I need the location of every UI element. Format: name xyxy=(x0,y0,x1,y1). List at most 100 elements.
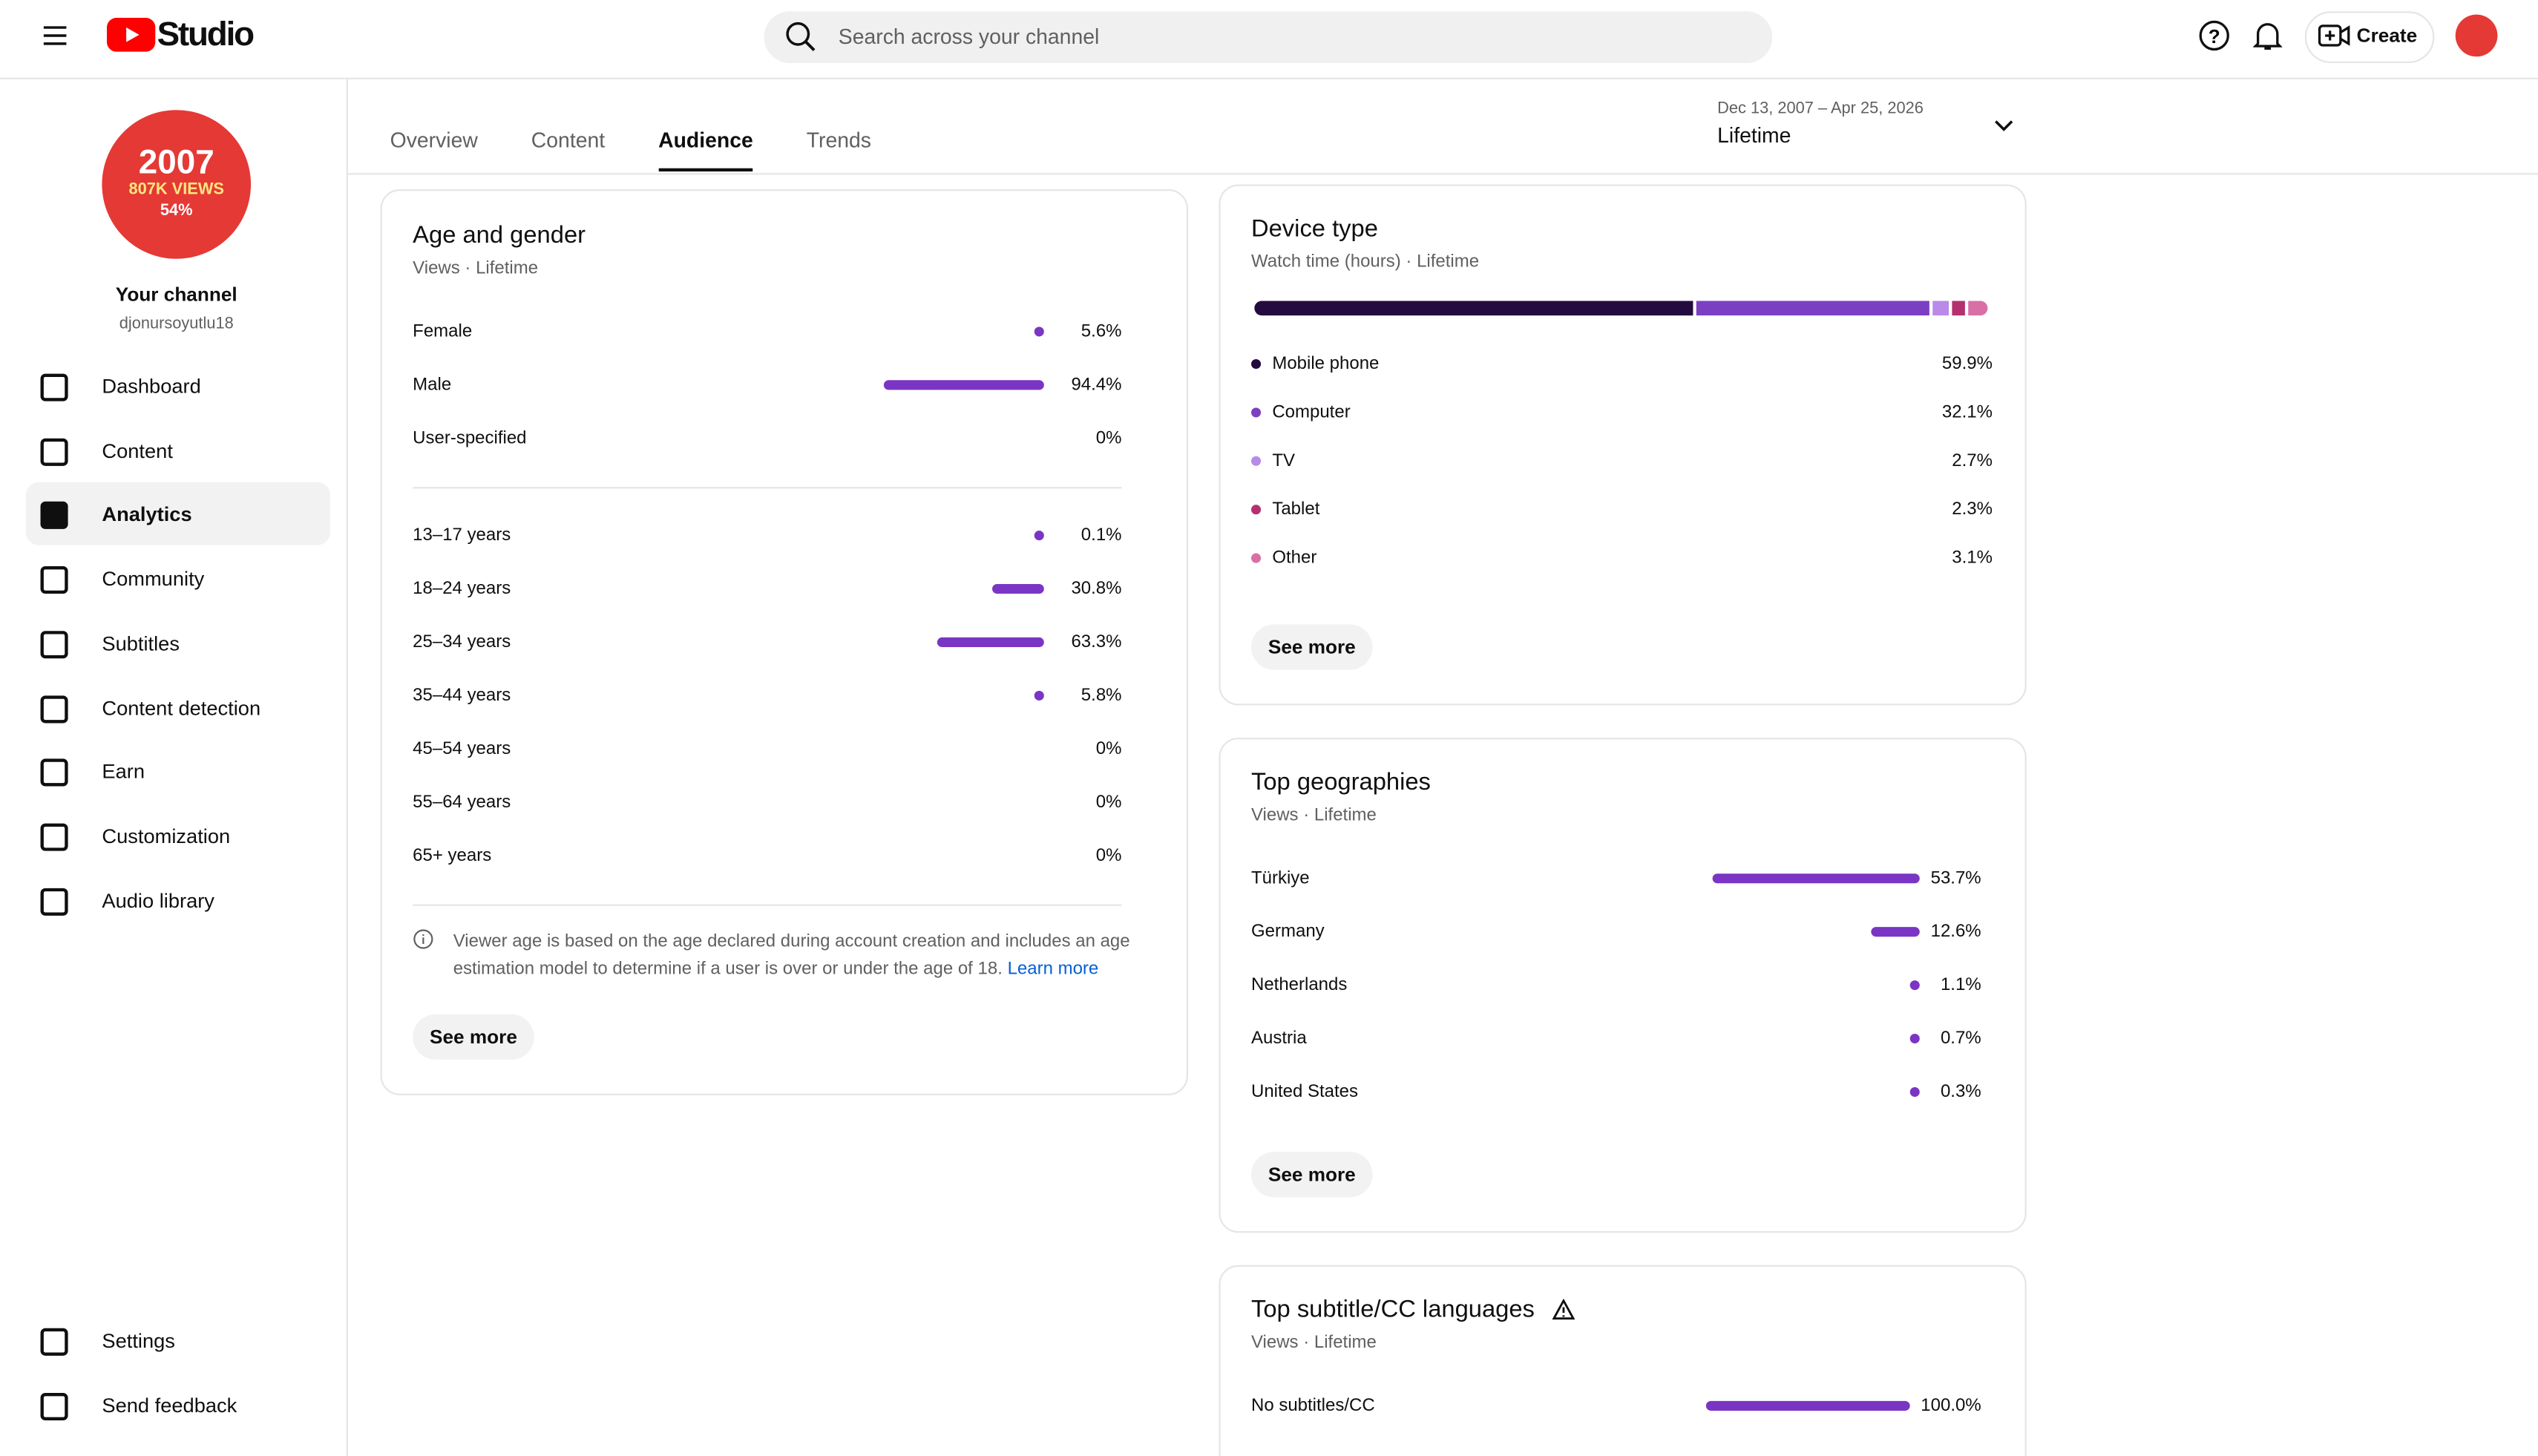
row-label: Female xyxy=(413,321,473,341)
card-title: Top subtitle/CC languages xyxy=(1250,1296,1535,1324)
see-more-button[interactable]: See more xyxy=(413,1014,534,1060)
channel-avatar[interactable]: 2007 807K VIEWS 54% xyxy=(102,110,252,259)
nav-item[interactable]: Analytics xyxy=(102,503,192,527)
nav-icon xyxy=(40,758,68,787)
row-value: 100.0% xyxy=(1921,1396,1981,1416)
row-label: User-specified xyxy=(413,428,527,448)
row-label: No subtitles/CC xyxy=(1250,1396,1375,1416)
row-label: 13–17 years xyxy=(413,525,511,545)
row-label: 25–34 years xyxy=(413,632,511,652)
app-name: Studio xyxy=(157,16,255,53)
create-label: Create xyxy=(2356,24,2418,47)
tab[interactable]: Overview xyxy=(390,128,478,152)
row-value: 1.1% xyxy=(1940,975,1981,995)
legend-dot xyxy=(1250,358,1262,370)
legend-value: 2.7% xyxy=(1952,451,1993,471)
bar-dot xyxy=(1909,1034,1920,1044)
channel-handle: djonursoyutlu18 xyxy=(119,315,234,334)
device-segment xyxy=(1254,301,1693,316)
tab[interactable]: Content xyxy=(531,128,606,152)
menu-button[interactable] xyxy=(42,23,68,49)
account-avatar[interactable] xyxy=(2455,14,2498,57)
bar-dot xyxy=(1909,980,1920,991)
age-gender-card xyxy=(380,189,1188,1095)
info-icon xyxy=(413,929,433,949)
nav-item[interactable]: Subtitles xyxy=(102,632,180,655)
nav-item[interactable]: Send feedback xyxy=(102,1394,237,1417)
row-label: 45–54 years xyxy=(413,739,511,759)
legend-value: 2.3% xyxy=(1952,499,1993,519)
row-value: 0.7% xyxy=(1940,1029,1981,1049)
bar xyxy=(1705,1400,1910,1411)
help-button[interactable]: ? xyxy=(2198,19,2231,52)
bar-dot xyxy=(1034,327,1044,337)
tab[interactable]: Trends xyxy=(806,128,871,152)
nav-item[interactable]: Community xyxy=(102,568,205,591)
nav-item[interactable]: Content detection xyxy=(102,696,261,720)
search-box[interactable] xyxy=(764,11,1773,64)
row-value: 94.4% xyxy=(1071,375,1122,395)
date-dropdown[interactable] xyxy=(1993,117,2016,136)
row-value: 63.3% xyxy=(1071,632,1122,652)
sidebar-border xyxy=(346,79,348,1456)
see-more-button[interactable]: See more xyxy=(1250,1152,1373,1198)
nav-icon xyxy=(40,1392,68,1421)
notifications-button[interactable] xyxy=(2253,19,2283,52)
row-label: 35–44 years xyxy=(413,686,511,706)
nav-item[interactable]: Earn xyxy=(102,761,145,784)
nav-active-bg xyxy=(25,482,330,546)
channel-name: Your channel xyxy=(115,283,237,306)
legend-value: 59.9% xyxy=(1941,354,1993,374)
legend-label: Mobile phone xyxy=(1272,354,1380,374)
create-icon xyxy=(2318,24,2350,47)
bar-dot xyxy=(1034,531,1044,541)
warning-icon[interactable] xyxy=(1552,1299,1575,1320)
legend-label: Other xyxy=(1272,548,1317,568)
row-value: 0.3% xyxy=(1940,1082,1981,1102)
nav-item[interactable]: Settings xyxy=(102,1329,175,1353)
row-value: 12.6% xyxy=(1930,922,1981,942)
device-segment xyxy=(1968,301,1989,316)
nav-item[interactable]: Audio library xyxy=(102,889,214,912)
row-label: Austria xyxy=(1250,1029,1307,1049)
legend-label: Tablet xyxy=(1272,499,1320,519)
note-text: Viewer age is based on the age declared … xyxy=(453,931,1130,979)
nav-icon xyxy=(40,630,68,658)
card-title: Device type xyxy=(1250,214,1378,243)
nav-icon xyxy=(40,566,68,594)
date-range-label: Lifetime xyxy=(1717,122,1791,148)
divider xyxy=(413,904,1122,906)
bar xyxy=(1871,927,1920,937)
row-value: 0% xyxy=(1095,846,1122,866)
see-more-button[interactable]: See more xyxy=(1250,624,1373,670)
legend-value: 32.1% xyxy=(1941,402,1993,422)
nav-icon xyxy=(40,887,68,915)
legend-dot xyxy=(1250,553,1262,563)
tab[interactable]: Audience xyxy=(658,128,753,152)
badge-line: 807K VIEWS xyxy=(128,181,224,200)
row-value: 5.6% xyxy=(1081,321,1122,341)
row-label: 18–24 years xyxy=(413,579,511,599)
create-button[interactable] xyxy=(2304,11,2435,64)
badge-line: 2007 xyxy=(138,144,214,182)
bar xyxy=(883,380,1044,390)
card-title: Age and gender xyxy=(413,221,586,249)
bar xyxy=(1034,690,1044,701)
card-subtitle: Views · Lifetime xyxy=(1250,805,1377,825)
age-note: Viewer age is based on the age declared … xyxy=(453,928,1133,983)
nav-item[interactable]: Customization xyxy=(102,824,231,848)
badge-line: 54% xyxy=(160,202,193,220)
card-subtitle: Views · Lifetime xyxy=(1250,1333,1377,1353)
youtube-logo[interactable] xyxy=(106,17,156,52)
legend-dot xyxy=(1250,407,1262,418)
learn-more-link[interactable]: Learn more xyxy=(1007,959,1099,979)
divider xyxy=(413,487,1122,489)
nav-item[interactable]: Dashboard xyxy=(102,375,201,399)
nav-item[interactable]: Content xyxy=(102,439,173,462)
row-value: 0% xyxy=(1095,793,1122,813)
legend-dot xyxy=(1250,505,1262,515)
legend-value: 3.1% xyxy=(1952,548,1993,568)
card-subtitle: Views · Lifetime xyxy=(413,258,539,278)
row-label: Germany xyxy=(1250,922,1325,942)
